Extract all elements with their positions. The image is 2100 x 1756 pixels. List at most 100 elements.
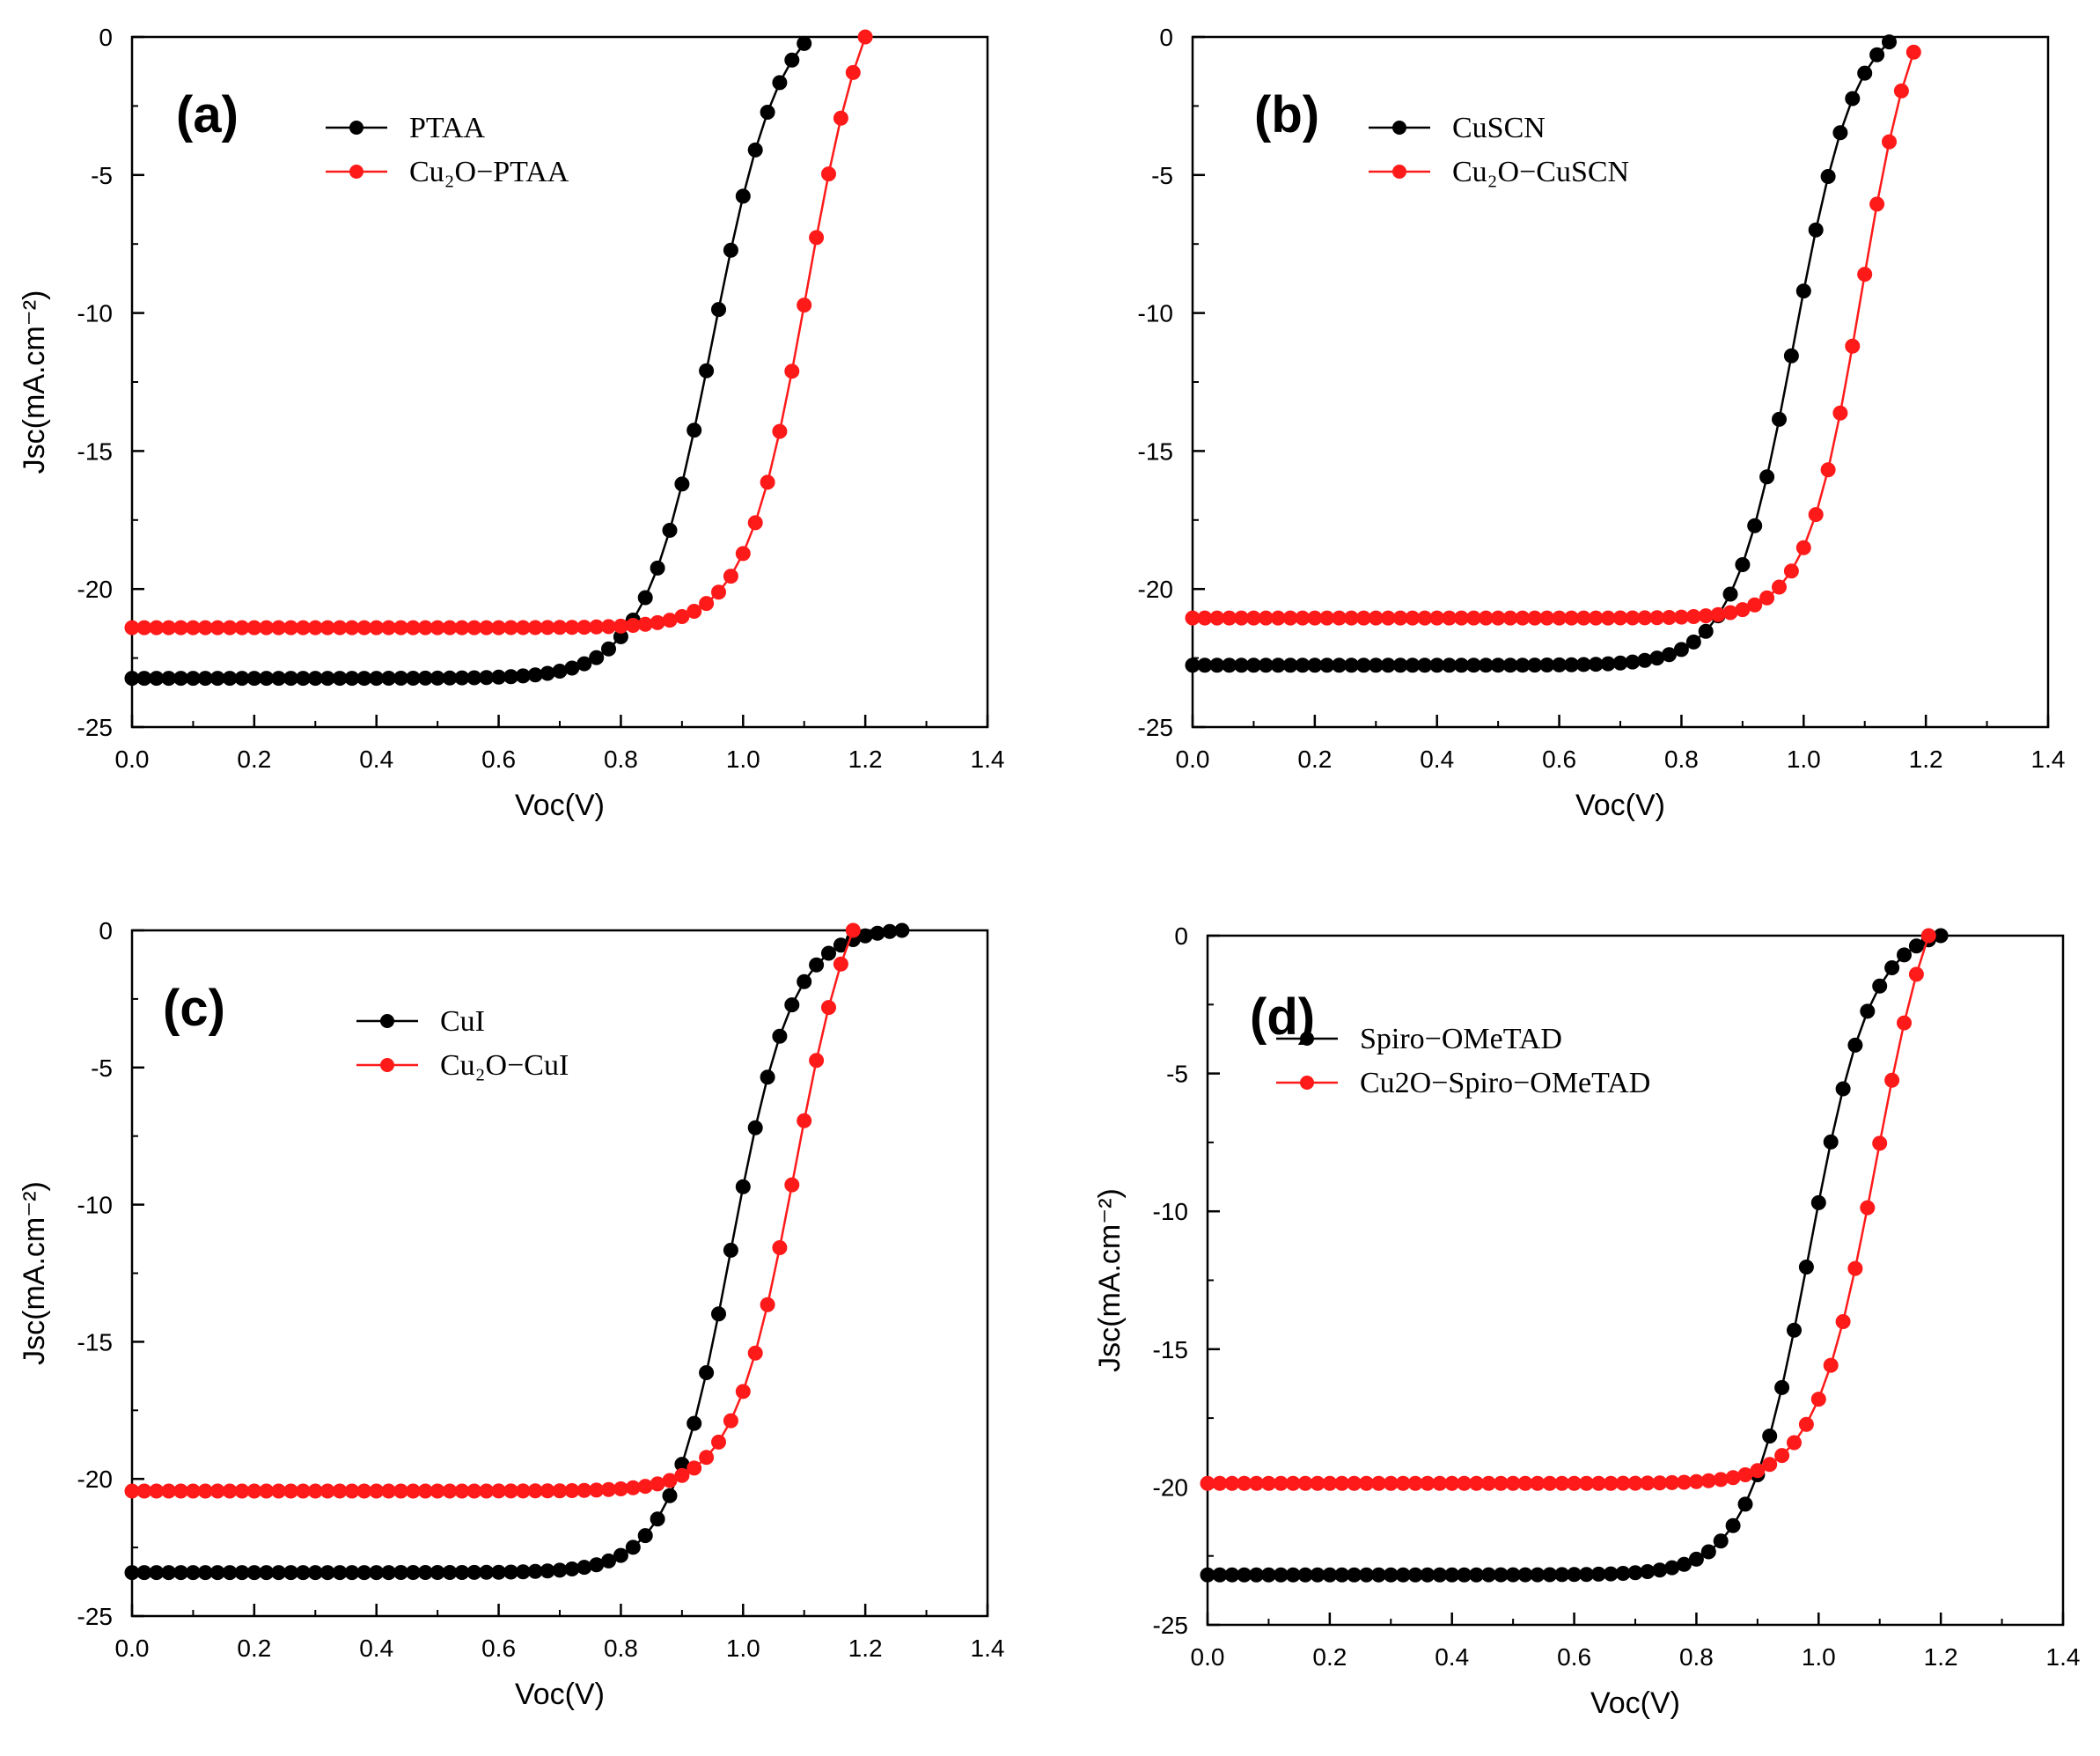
data-point	[1823, 1357, 1839, 1373]
data-point	[784, 997, 800, 1013]
plot-frame	[130, 929, 989, 1618]
data-point	[797, 974, 812, 989]
data-point	[723, 1242, 738, 1258]
y-tick-label: -20	[77, 1466, 113, 1493]
data-point	[1882, 34, 1897, 50]
data-point	[601, 641, 616, 657]
data-point	[1783, 563, 1799, 579]
data-point	[760, 105, 775, 120]
data-point	[1762, 1429, 1778, 1444]
data-point	[1897, 947, 1912, 963]
data-point	[1688, 1551, 1704, 1567]
data-point	[1652, 1562, 1668, 1578]
y-tick-label: -10	[1153, 1198, 1188, 1225]
data-point	[674, 1467, 690, 1483]
data-point	[1820, 169, 1836, 184]
data-point	[1747, 597, 1763, 613]
legend-label: CuI	[440, 1005, 485, 1038]
data-point	[1847, 1260, 1863, 1276]
x-tick-label: 0.8	[1664, 746, 1699, 773]
data-point	[1787, 1322, 1802, 1338]
legend-marker	[380, 1058, 394, 1072]
data-point	[735, 546, 751, 562]
x-tick-label: 1.2	[1909, 746, 1943, 773]
data-point	[1808, 507, 1824, 523]
data-point	[564, 1561, 580, 1576]
x-tick-label: 1.0	[1787, 746, 1821, 773]
x-tick-label: 0.4	[359, 1635, 393, 1662]
x-axis-title: Voc(V)	[515, 1678, 605, 1711]
data-point	[1783, 348, 1799, 364]
x-axis-title: Voc(V)	[1590, 1686, 1680, 1720]
data-point	[637, 1479, 653, 1495]
data-point	[747, 1345, 763, 1361]
x-tick-label: 1.4	[971, 1635, 1005, 1662]
data-point	[809, 230, 825, 246]
data-point	[723, 1413, 738, 1429]
data-point	[845, 64, 861, 80]
data-point	[650, 1511, 665, 1527]
y-tick-label: -15	[1138, 437, 1173, 465]
y-tick-label: -5	[91, 1054, 113, 1082]
data-point	[723, 569, 738, 584]
series-line-1	[132, 929, 855, 1493]
y-axis-title: Jsc(mA.cm⁻²)	[18, 1181, 51, 1365]
y-tick-label: -20	[1153, 1473, 1188, 1501]
y-tick-label: -15	[1153, 1336, 1188, 1363]
legend-marker	[1300, 1032, 1314, 1046]
x-tick-label: 0.0	[1176, 746, 1210, 773]
data-point	[1737, 1496, 1753, 1512]
data-point	[857, 29, 873, 45]
x-tick-label: 0.2	[1297, 746, 1332, 773]
y-tick-label: -20	[1138, 576, 1173, 603]
data-point	[540, 665, 555, 681]
data-point	[1774, 1448, 1790, 1464]
x-tick-label: 0.6	[1542, 746, 1576, 773]
data-point	[1710, 606, 1726, 622]
data-point	[1772, 411, 1787, 427]
data-point	[821, 945, 836, 961]
data-point	[699, 363, 715, 378]
y-tick-label: 0	[1174, 922, 1188, 950]
data-point	[1795, 540, 1811, 555]
y-tick-label: -10	[77, 300, 113, 327]
data-point	[747, 1120, 763, 1135]
data-point	[797, 35, 812, 51]
x-tick-label: 0.2	[1312, 1643, 1347, 1671]
data-point	[1759, 590, 1775, 606]
data-point	[1722, 605, 1738, 621]
data-point	[760, 1297, 775, 1312]
data-point	[797, 1113, 812, 1128]
data-point	[1637, 652, 1653, 668]
x-tick-label: 0.0	[1191, 1643, 1225, 1671]
y-axis-title: Jsc(mA.cm⁻²)	[18, 290, 51, 474]
legend-marker	[1392, 165, 1406, 179]
legend-label: Cu₂O−PTAA	[409, 156, 569, 188]
data-point	[1774, 1379, 1790, 1395]
data-point	[576, 1560, 592, 1576]
data-point	[1810, 1392, 1826, 1407]
data-point	[1857, 65, 1873, 81]
panel-label: (a)	[176, 86, 239, 143]
x-tick-label: 0.0	[115, 746, 150, 773]
data-point	[662, 1488, 678, 1503]
data-point	[1869, 196, 1885, 212]
data-point	[1759, 469, 1775, 485]
legend-marker	[1300, 1076, 1314, 1090]
data-point	[1832, 125, 1848, 141]
data-point	[772, 1028, 788, 1044]
data-point	[894, 922, 910, 938]
series-line-1	[132, 36, 867, 629]
x-axis-title: Voc(V)	[515, 789, 605, 822]
x-tick-label: 0.6	[481, 746, 516, 773]
legend-marker	[349, 121, 363, 135]
data-point	[735, 188, 751, 204]
legend-label: Cu₂O−CuSCN	[1452, 156, 1629, 188]
data-point	[809, 957, 825, 973]
data-point	[576, 656, 592, 672]
data-point	[760, 1069, 775, 1085]
x-tick-label: 1.0	[726, 746, 760, 773]
data-point	[1845, 338, 1861, 354]
x-tick-label: 1.2	[1924, 1643, 1958, 1671]
